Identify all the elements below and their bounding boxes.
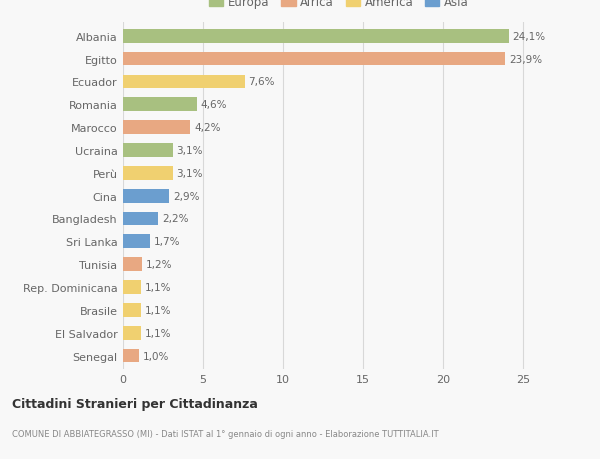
Text: 4,2%: 4,2% [194, 123, 221, 133]
Bar [123, 167, 173, 180]
Text: 1,7%: 1,7% [154, 237, 181, 247]
Text: 2,9%: 2,9% [173, 191, 200, 201]
Bar [123, 98, 197, 112]
Bar [123, 75, 245, 89]
Bar [123, 121, 190, 134]
Bar [123, 258, 142, 271]
Legend: Europa, Africa, America, Asia: Europa, Africa, America, Asia [205, 0, 473, 14]
Bar [123, 326, 140, 340]
Text: 7,6%: 7,6% [248, 77, 275, 87]
Text: 1,1%: 1,1% [145, 305, 171, 315]
Text: COMUNE DI ABBIATEGRASSO (MI) - Dati ISTAT al 1° gennaio di ogni anno - Elaborazi: COMUNE DI ABBIATEGRASSO (MI) - Dati ISTA… [12, 429, 439, 438]
Bar [123, 190, 169, 203]
Text: 23,9%: 23,9% [509, 55, 542, 64]
Bar [123, 30, 509, 44]
Bar [123, 349, 139, 363]
Bar [123, 235, 150, 249]
Text: 4,6%: 4,6% [200, 100, 227, 110]
Text: 2,2%: 2,2% [162, 214, 188, 224]
Bar [123, 53, 505, 66]
Text: 24,1%: 24,1% [512, 32, 546, 42]
Bar [123, 280, 140, 294]
Text: 3,1%: 3,1% [176, 146, 203, 156]
Text: 3,1%: 3,1% [176, 168, 203, 179]
Text: 1,1%: 1,1% [145, 328, 171, 338]
Bar [123, 144, 173, 157]
Text: 1,0%: 1,0% [143, 351, 169, 361]
Text: 1,2%: 1,2% [146, 260, 173, 269]
Text: Cittadini Stranieri per Cittadinanza: Cittadini Stranieri per Cittadinanza [12, 397, 258, 410]
Text: 1,1%: 1,1% [145, 282, 171, 292]
Bar [123, 303, 140, 317]
Bar [123, 212, 158, 226]
